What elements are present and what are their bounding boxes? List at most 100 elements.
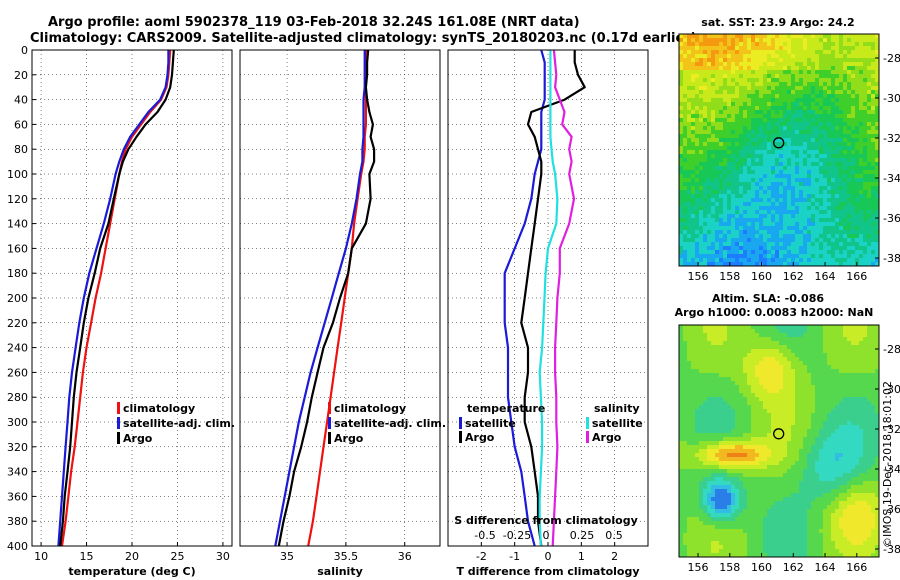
heat-cell (875, 413, 880, 418)
heat-cell (843, 353, 848, 358)
heat-cell (679, 250, 684, 255)
heat-cell (783, 373, 788, 378)
heat-cell (835, 122, 840, 127)
heat-cell (815, 186, 820, 191)
heat-cell (863, 102, 868, 107)
heat-cell (707, 254, 712, 259)
heat-cell (735, 325, 740, 330)
x-tick-label: 0 (545, 550, 552, 563)
heat-cell (751, 178, 756, 183)
heat-cell (719, 70, 724, 75)
heat-cell (787, 62, 792, 67)
heat-cell (827, 381, 832, 386)
heat-cell (875, 457, 880, 462)
heat-cell (751, 90, 756, 95)
heat-cell (703, 361, 708, 366)
heat-cell (855, 198, 860, 203)
heat-cell (735, 234, 740, 239)
heat-cell (687, 465, 692, 470)
heat-cell (843, 222, 848, 227)
heat-cell (827, 170, 832, 175)
heat-cell (707, 158, 712, 163)
heat-cell (751, 453, 756, 458)
heat-cell (831, 66, 836, 71)
heat-cell (851, 58, 856, 63)
heat-cell (791, 78, 796, 83)
heat-cell (823, 246, 828, 251)
heat-cell (815, 38, 820, 43)
heat-cell (711, 242, 716, 247)
heat-cell (843, 461, 848, 466)
heat-cell (771, 250, 776, 255)
heat-cell (743, 58, 748, 63)
heat-cell (739, 457, 744, 462)
heat-cell (851, 425, 856, 430)
heat-cell (691, 445, 696, 450)
heat-cell (875, 202, 880, 207)
heat-cell (695, 42, 700, 47)
heat-cell (823, 449, 828, 454)
heat-cell (691, 433, 696, 438)
heat-cell (787, 222, 792, 227)
heat-cell (811, 397, 816, 402)
heat-cell (687, 349, 692, 354)
heat-cell (811, 182, 816, 187)
heat-cell (839, 433, 844, 438)
heat-cell (699, 138, 704, 143)
heat-cell (771, 202, 776, 207)
heat-cell (851, 74, 856, 79)
heat-cell (723, 401, 728, 406)
heat-cell (767, 146, 772, 151)
heat-cell (863, 94, 868, 99)
heat-cell (759, 206, 764, 211)
heat-cell (791, 138, 796, 143)
heat-cell (767, 166, 772, 171)
heat-cell (735, 210, 740, 215)
heat-cell (795, 122, 800, 127)
heat-cell (835, 94, 840, 99)
heat-cell (699, 194, 704, 199)
heat-cell (807, 433, 812, 438)
heat-cell (691, 473, 696, 478)
heat-cell (699, 42, 704, 47)
heat-cell (695, 58, 700, 63)
heat-cell (859, 250, 864, 255)
heat-cell (703, 162, 708, 167)
heat-cell (763, 166, 768, 171)
heat-cell (859, 373, 864, 378)
heat-cell (763, 246, 768, 251)
heat-cell (863, 146, 868, 151)
heat-cell (747, 262, 752, 267)
heat-cell (875, 106, 880, 111)
heat-cell (875, 198, 880, 203)
heat-cell (727, 393, 732, 398)
heat-cell (739, 461, 744, 466)
heat-cell (851, 166, 856, 171)
heat-cell (703, 433, 708, 438)
heat-cell (731, 377, 736, 382)
heat-cell (699, 238, 704, 243)
heat-cell (775, 198, 780, 203)
heat-cell (775, 425, 780, 430)
heat-cell (855, 50, 860, 55)
heat-cell (679, 182, 684, 187)
heat-cell (775, 106, 780, 111)
heat-cell (699, 34, 704, 39)
heat-cell (747, 194, 752, 199)
heat-cell (871, 437, 876, 442)
heat-cell (755, 365, 760, 370)
heat-cell (871, 38, 876, 43)
heat-cell (767, 405, 772, 410)
heat-cell (739, 433, 744, 438)
heat-cell (815, 54, 820, 59)
heat-cell (755, 194, 760, 199)
heat-cell (827, 230, 832, 235)
heat-cell (767, 385, 772, 390)
heat-cell (863, 98, 868, 103)
heat-cell (703, 114, 708, 119)
heat-cell (767, 401, 772, 406)
heat-cell (687, 182, 692, 187)
heat-cell (831, 146, 836, 151)
heat-cell (755, 457, 760, 462)
heat-cell (731, 158, 736, 163)
